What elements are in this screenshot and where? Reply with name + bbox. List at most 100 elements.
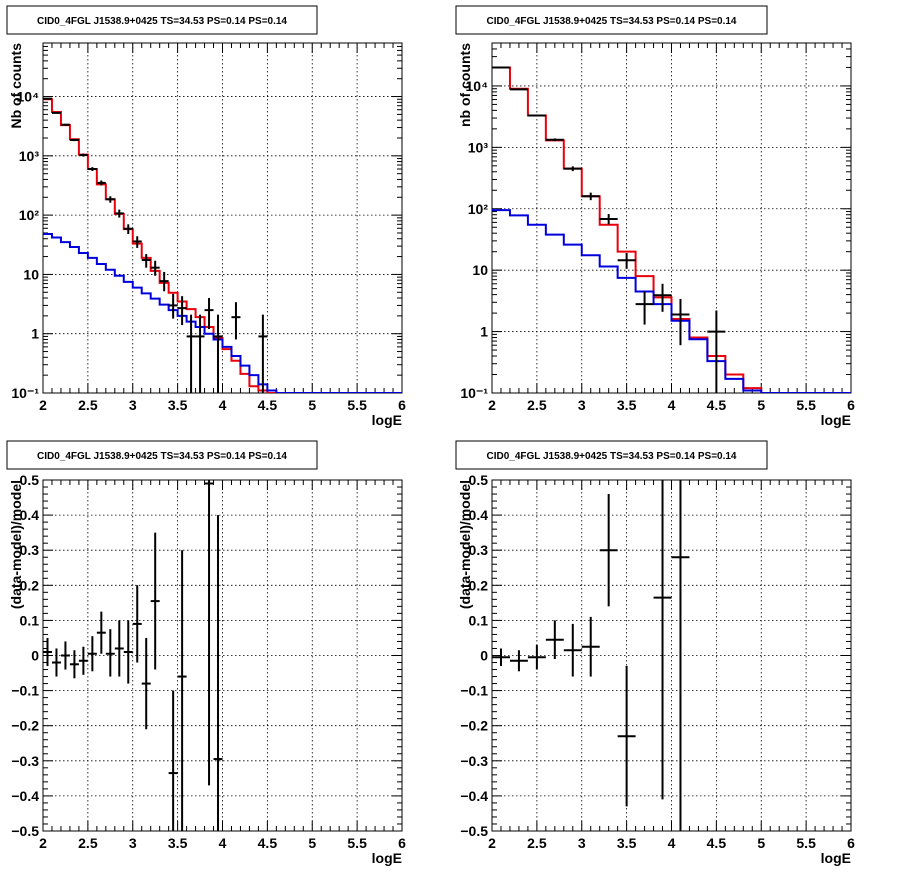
- y-axis-label: (data-model)/model: [457, 480, 473, 609]
- data-point: [87, 167, 97, 171]
- data-point: [563, 623, 582, 677]
- data-point: [545, 138, 564, 142]
- data-layer: [492, 66, 851, 393]
- data-point: [60, 123, 70, 126]
- data-point: [653, 480, 672, 800]
- y-tick-label: −0.2: [11, 718, 39, 734]
- x-tick-label: 2: [488, 835, 496, 851]
- x-tick-label: 2.5: [78, 397, 98, 413]
- data-point: [492, 66, 510, 69]
- y-tick-label: 10⁻¹: [460, 385, 488, 401]
- chart-panel-3: 2 2.5 3 3.5 4 4.5 5 5.5 6 −0.5 −0.4 −0.3 −0.2 −0.1 0 0.…: [6, 440, 406, 866]
- data-point: [258, 314, 268, 393]
- data-point: [69, 650, 79, 679]
- y-tick-label: 10⁴: [17, 89, 40, 105]
- y-tick-label: 10⁴: [466, 78, 489, 94]
- x-tick-label: 4.5: [258, 835, 278, 851]
- y-tick-label: 0: [31, 648, 39, 664]
- data-point: [186, 314, 196, 393]
- x-tick-label: 2.5: [78, 835, 98, 851]
- x-tick-label: 4: [219, 835, 227, 851]
- y-tick-label: 10²: [468, 201, 489, 217]
- x-tick-label: 6: [847, 835, 855, 851]
- y-tick-label: −0.3: [11, 753, 39, 769]
- x-tick-label: 4.5: [258, 397, 278, 413]
- data-point: [141, 637, 151, 730]
- x-tick-label: 3: [129, 835, 137, 851]
- data-point: [581, 616, 600, 677]
- x-tick-label: 4: [668, 397, 676, 413]
- chart-panel-4: 2 2.5 3 3.5 4 4.5 5 5.5 6 −0.5 −0.4 −0.3 −0.2 −0.1 0 0.…: [455, 440, 855, 866]
- x-axis-label: logE: [372, 412, 402, 428]
- data-point: [105, 629, 115, 677]
- y-tick-label: 10: [472, 262, 488, 278]
- data-point: [213, 515, 223, 831]
- x-tick-label: 4.5: [707, 835, 727, 851]
- data-point: [177, 550, 187, 831]
- data-point: [213, 314, 223, 393]
- data-point: [671, 298, 690, 346]
- y-tick-label: 0.5: [469, 472, 489, 488]
- x-tick-label: 5.5: [796, 835, 816, 851]
- x-tick-label: 4.5: [707, 397, 727, 413]
- y-tick-label: 0.1: [469, 612, 489, 628]
- data-point: [51, 111, 61, 114]
- data-point: [168, 690, 178, 831]
- data-point: [527, 644, 546, 670]
- y-tick-label: 10⁻¹: [11, 385, 39, 401]
- x-tick-label: 3.5: [617, 835, 637, 851]
- data-point: [599, 494, 618, 607]
- x-tick-label: 3: [129, 397, 137, 413]
- chart-title-box: [455, 5, 768, 35]
- chart-panel-2: 2 2.5 3 3.5 4 4.5 5 5.5 6 10⁻¹ 1 10 10² 10³ 10⁴ logE nb …: [455, 5, 855, 428]
- y-tick-label: 0: [480, 648, 488, 664]
- x-axis-label: logE: [821, 412, 851, 428]
- y-tick-label: 10²: [19, 207, 40, 223]
- x-tick-label: 4: [219, 397, 227, 413]
- x-axis-label: logE: [821, 850, 851, 866]
- data-point: [123, 224, 133, 235]
- x-tick-label: 4: [668, 835, 676, 851]
- data-point: [69, 138, 79, 142]
- data-point: [563, 166, 582, 172]
- y-tick-label: 0.1: [20, 612, 40, 628]
- model-step-line-total: [492, 66, 851, 393]
- data-point: [43, 637, 52, 667]
- x-tick-label: 3.5: [168, 397, 188, 413]
- x-axis-label: logE: [372, 850, 402, 866]
- x-tick-label: 2.5: [527, 397, 547, 413]
- x-tick-label: 6: [847, 397, 855, 413]
- data-point: [60, 641, 70, 670]
- data-point: [527, 114, 546, 117]
- model-step-line-source: [492, 209, 851, 393]
- chart-title-box: [6, 5, 318, 35]
- data-point: [87, 636, 97, 672]
- x-tick-label: 5: [308, 397, 316, 413]
- x-tick-label: 3: [578, 397, 586, 413]
- data-point: [204, 480, 214, 786]
- x-tick-label: 6: [398, 835, 406, 851]
- x-tick-label: 2.5: [527, 835, 547, 851]
- data-point: [707, 310, 726, 393]
- y-tick-label: 0.4: [20, 507, 40, 523]
- y-tick-label: −0.3: [460, 753, 488, 769]
- data-point: [492, 648, 510, 667]
- data-point: [671, 480, 690, 831]
- x-tick-label: 5: [308, 835, 316, 851]
- data-point: [599, 214, 618, 225]
- data-point: [96, 611, 106, 654]
- data-point: [581, 192, 600, 201]
- x-tick-label: 5: [757, 397, 765, 413]
- x-tick-label: 3.5: [617, 397, 637, 413]
- data-point: [545, 620, 564, 660]
- data-layer: [43, 97, 402, 393]
- x-tick-label: 3: [578, 835, 586, 851]
- model-step-line-source: [43, 233, 402, 393]
- data-point: [78, 153, 88, 157]
- chart-title-box: [6, 440, 318, 470]
- data-point: [231, 302, 241, 340]
- data-point: [132, 585, 142, 663]
- data-point: [141, 254, 151, 268]
